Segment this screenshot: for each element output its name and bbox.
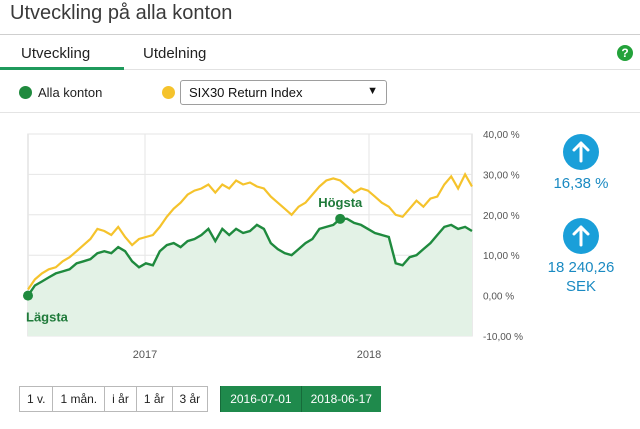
chart-area: Högsta Lägsta 40,00 % 30,00 % 20,00 % 10,00… [0, 114, 640, 368]
y-tick-label: 0,00 % [483, 292, 514, 303]
range-1-week-button[interactable]: 1 v. [19, 386, 54, 412]
low-point-label: Lägsta [26, 310, 69, 325]
amount-currency: SEK [565, 278, 596, 295]
high-point-marker [335, 213, 346, 224]
range-1-year-button[interactable]: 1 år [135, 386, 173, 412]
amount-change-button[interactable] [563, 218, 599, 254]
tab-bar: Utveckling Utdelning ? [0, 34, 640, 70]
range-1-month-button[interactable]: 1 mån. [52, 386, 106, 412]
amount-change-value: 18 240,26 [547, 259, 615, 276]
high-point-label: Högsta [318, 195, 363, 210]
index-series-line [27, 172, 473, 291]
percent-change-button[interactable] [563, 134, 599, 170]
low-point-marker [23, 290, 33, 301]
series-alla-konton-label: Alla konton [38, 85, 103, 100]
y-tick-label: -10,00 % [483, 332, 523, 343]
compare-index-value: SIX30 Return Index [189, 85, 303, 100]
x-tick-label: 2018 [357, 349, 381, 361]
x-tick-label: 2017 [133, 349, 157, 361]
y-tick-label: 20,00 % [483, 211, 520, 222]
performance-chart: Högsta Lägsta 40,00 % 30,00 % 20,00 % 10,00… [23, 130, 523, 361]
help-icon[interactable]: ? [617, 45, 633, 61]
chevron-down-icon: ▼ [367, 85, 378, 97]
arrow-up-icon [572, 141, 590, 163]
tab-utdelning[interactable]: Utdelning [143, 45, 207, 62]
tab-utveckling[interactable]: Utveckling [21, 45, 91, 62]
y-tick-label: 10,00 % [483, 251, 520, 262]
percent-change-value: 16,38 % [553, 175, 609, 192]
end-date-button[interactable]: 2018-06-17 [300, 386, 381, 412]
start-date-button[interactable]: 2016-07-01 [220, 386, 301, 412]
series-index-dot-icon [162, 86, 175, 99]
range-ytd-button[interactable]: i år [104, 386, 137, 412]
range-selector: 1 v. 1 mån. i år 1 år 3 år 2016-07-01 20… [19, 386, 381, 412]
y-tick-label: 40,00 % [483, 130, 520, 141]
active-tab-indicator [0, 67, 124, 70]
portfolio-area-fill [28, 218, 472, 336]
portfolio-series-line [27, 217, 473, 297]
series-alla-konton-dot-icon [19, 86, 32, 99]
y-tick-label: 30,00 % [483, 170, 520, 181]
compare-index-select[interactable]: SIX30 Return Index ▼ [180, 80, 387, 105]
range-3-year-button[interactable]: 3 år [171, 386, 209, 412]
page-title: Utveckling på alla konton [10, 2, 233, 24]
legend-row: Alla konton SIX30 Return Index ▼ [0, 71, 640, 113]
arrow-up-icon [572, 225, 590, 247]
